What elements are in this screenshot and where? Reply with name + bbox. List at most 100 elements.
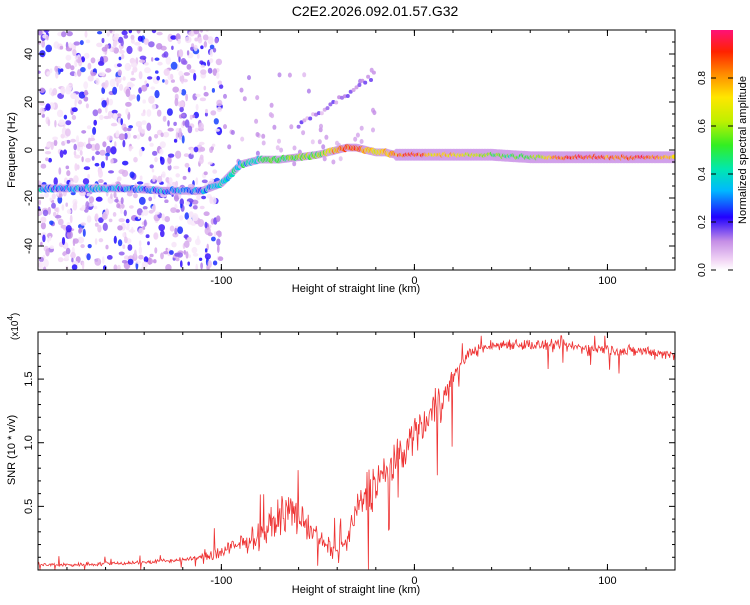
spectrogram-noise-cell bbox=[72, 203, 78, 211]
spectrogram-noise-cell bbox=[78, 91, 86, 99]
spectrogram-noise-cell bbox=[211, 143, 216, 147]
spectrogram-ytick-label: 20 bbox=[23, 96, 35, 108]
spectrogram-noise-cell bbox=[110, 193, 113, 200]
spectrogram-noise-cell bbox=[82, 178, 90, 185]
spectrogram-noise-cell bbox=[296, 124, 301, 129]
spectrogram-noise-cell bbox=[40, 216, 47, 224]
spectrogram-noise-cell bbox=[195, 177, 199, 186]
spectrogram-noise-cell bbox=[308, 116, 313, 121]
spectrogram-noise-cell bbox=[143, 256, 149, 263]
spectrogram-noise-cell bbox=[55, 207, 59, 213]
spectrogram-noise-cell bbox=[53, 177, 58, 186]
spectrogram-noise-cell bbox=[255, 95, 260, 101]
snr-series-line bbox=[38, 335, 675, 570]
spectrogram-noise-cell bbox=[101, 37, 105, 44]
spectrogram-noise-cell bbox=[69, 214, 73, 224]
spectrogram-noise-cell bbox=[128, 229, 136, 233]
spectrogram-noise-cell bbox=[152, 150, 158, 156]
spectrogram-noise-cell bbox=[209, 49, 214, 57]
spectrogram-noise-cell bbox=[57, 218, 64, 226]
spectrogram-noise-cell bbox=[203, 171, 208, 176]
spectrogram-noise-cell bbox=[195, 263, 198, 270]
spectrogram-noise-cell bbox=[207, 67, 213, 74]
spectrogram-noise-cell bbox=[109, 47, 113, 52]
spectrogram-noise-cell bbox=[83, 96, 89, 102]
spectrogram-noise-cell bbox=[81, 56, 86, 63]
colorbar-tick-label: 0.6 bbox=[697, 119, 708, 133]
spectrogram-noise-cell bbox=[167, 127, 174, 132]
spectrogram-noise-cell bbox=[292, 161, 297, 167]
colorbar-tick-label: 0.2 bbox=[697, 215, 708, 229]
spectrogram-noise-cell bbox=[124, 236, 128, 244]
spectrogram-noise-cell bbox=[45, 103, 51, 111]
spectrogram-noise-cell bbox=[211, 236, 216, 242]
spectrogram-noise-cell bbox=[58, 119, 65, 126]
spectrogram-noise-cell bbox=[177, 226, 184, 234]
spectrogram-noise-cell bbox=[143, 219, 147, 227]
spectrogram-noise-cell bbox=[71, 115, 77, 120]
spectrogram-noise-cell bbox=[200, 64, 206, 69]
spectrogram-noise-cell bbox=[130, 38, 135, 44]
spectrogram-noise-cell bbox=[317, 139, 322, 145]
spectrogram-noise-cell bbox=[113, 47, 119, 54]
spectrogram-noise-cell bbox=[98, 179, 104, 184]
spectrogram-noise-cell bbox=[144, 80, 148, 85]
spectrogram-noise-cell bbox=[369, 78, 373, 82]
spectrogram-noise-cell bbox=[137, 215, 141, 220]
spectrogram-noise-cell bbox=[269, 102, 274, 108]
spectrogram-noise-cell bbox=[153, 193, 156, 200]
spectrogram-noise-cell bbox=[164, 199, 169, 203]
spectrogram-noise-cell bbox=[171, 241, 177, 248]
spectrogram-noise-cell bbox=[95, 196, 103, 202]
spectrogram-noise-cell bbox=[117, 264, 121, 270]
spectrogram-noise-cell bbox=[81, 261, 85, 270]
spectrogram-noise-cell bbox=[123, 34, 129, 39]
spectrogram-noise-cell bbox=[143, 38, 150, 45]
spectrogram-noise-cell bbox=[88, 196, 95, 204]
spectrogram-noise-cell bbox=[200, 30, 203, 33]
spectrogram-noise-cell bbox=[42, 209, 49, 217]
spectrogram-noise-cell bbox=[149, 164, 154, 169]
spectrogram-noise-cell bbox=[110, 122, 118, 127]
spectrogram-noise-cell bbox=[43, 30, 50, 33]
spectrogram-noise-cell bbox=[136, 94, 141, 102]
spectrogram-noise-cell bbox=[38, 261, 44, 270]
spectrogram-noise-cell bbox=[181, 135, 185, 144]
spectrogram-image bbox=[38, 30, 675, 270]
spectrogram-noise-cell bbox=[141, 261, 148, 268]
spectrogram-noise-cell bbox=[366, 74, 371, 79]
spectrogram-noise-cell bbox=[169, 225, 175, 232]
spectrogram-noise-cell bbox=[153, 232, 158, 240]
spectrogram-noise-cell bbox=[173, 194, 180, 202]
spectrogram-noise-cell bbox=[175, 173, 180, 178]
spectrogram-noise-cell bbox=[59, 45, 64, 50]
spectrogram-noise-cell bbox=[87, 62, 92, 70]
spectrogram-noise-cell bbox=[66, 209, 72, 214]
spectrogram-noise-cell bbox=[331, 159, 336, 165]
spectrogram-noise-cell bbox=[184, 162, 190, 168]
spectrogram-noise-cell bbox=[81, 204, 86, 211]
spectrogram-noise-cell bbox=[193, 72, 197, 81]
spectrogram-noise-cell bbox=[255, 132, 260, 137]
spectrogram-noise-cell bbox=[199, 205, 205, 210]
spectrogram-noise-cell bbox=[188, 30, 195, 37]
spectrogram-noise-cell bbox=[44, 151, 52, 155]
spectrogram-noise-cell bbox=[87, 75, 94, 82]
snr-xtick-label: 0 bbox=[411, 575, 417, 587]
spectrogram-noise-cell bbox=[138, 148, 143, 157]
spectrogram-noise-cell bbox=[184, 240, 190, 248]
snr-xtick-label: -100 bbox=[210, 575, 232, 587]
spectrogram-noise-cell bbox=[94, 143, 100, 151]
spectrogram-noise-cell bbox=[357, 83, 362, 87]
spectrogram-noise-cell bbox=[102, 256, 105, 264]
spectrogram-noise-cell bbox=[345, 94, 350, 98]
spectrogram-noise-cell bbox=[114, 33, 120, 38]
scale-factor-exp: 4 bbox=[6, 316, 15, 321]
spectrogram-noise-cell bbox=[194, 238, 201, 246]
spectrogram-noise-cell bbox=[216, 106, 222, 113]
spectrogram-noise-cell bbox=[128, 30, 132, 34]
spectrogram-noise-cell bbox=[183, 250, 186, 255]
spectrogram-ytick-label: 40 bbox=[23, 48, 35, 60]
spectrogram-noise-cell bbox=[162, 79, 165, 83]
spectrogram-noise-cell bbox=[207, 260, 212, 268]
